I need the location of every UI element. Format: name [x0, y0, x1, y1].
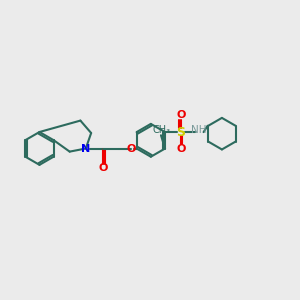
Text: CH₃: CH₃ [152, 125, 171, 135]
Text: N: N [81, 143, 90, 154]
Text: O: O [98, 163, 108, 173]
Text: O: O [176, 110, 185, 120]
Text: O: O [126, 143, 136, 154]
Text: NH: NH [191, 124, 206, 135]
Text: S: S [176, 126, 185, 139]
Text: O: O [176, 144, 185, 154]
